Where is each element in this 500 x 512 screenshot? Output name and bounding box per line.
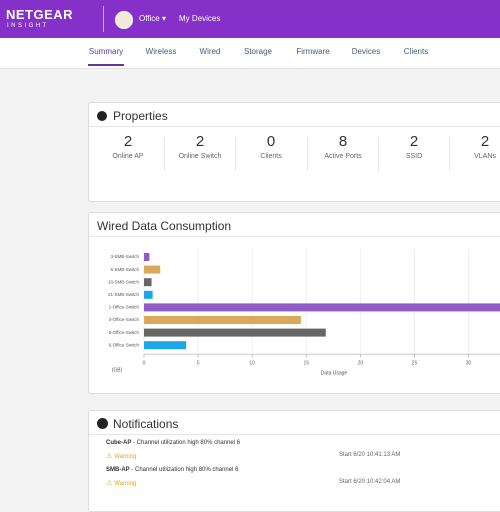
tab-bar: Summary Wireless Wired Storage Firmware Devic… bbox=[0, 38, 500, 69]
x-tick-label: 15 bbox=[303, 361, 309, 367]
tab[interactable]: Summary bbox=[88, 47, 124, 56]
stat-separator bbox=[164, 137, 165, 171]
device-name: SMB-AP bbox=[106, 467, 130, 473]
stat-label: VLANs bbox=[474, 153, 496, 160]
stat: 2 Online Switch bbox=[165, 133, 235, 160]
stat-separator bbox=[307, 137, 308, 171]
chart-card: Wired Data Consumption 0 5 10 15 20 25 30 3-SMB… bbox=[88, 212, 500, 394]
chart: 0 5 10 15 20 25 30 3-SMB-Switch 5-SMB-Switch 10-S… bbox=[108, 249, 500, 377]
card-title: Notifications bbox=[113, 417, 179, 431]
notification-message: - Channel utilization high 80% channel 6 bbox=[131, 467, 239, 473]
stat-value: 2 bbox=[409, 133, 419, 150]
notification-text: Cube-AP - Channel utilization high 80% c… bbox=[106, 440, 240, 446]
stat-separator bbox=[235, 137, 236, 171]
stat-value: 2 bbox=[480, 133, 490, 150]
device-name: Cube-AP bbox=[106, 440, 132, 446]
location: Office bbox=[139, 14, 160, 23]
stat: 2 SSID bbox=[379, 133, 449, 160]
x-tick-label: 30 bbox=[466, 361, 472, 367]
unit-label: (GB) bbox=[112, 368, 123, 374]
y-tick-label: 21-SMB-Switch bbox=[108, 292, 140, 297]
warning: ⚠ Warning bbox=[106, 452, 136, 460]
stat-label: Online AP bbox=[112, 153, 144, 160]
brand: NETGEAR bbox=[6, 7, 74, 22]
warning-level: Warning bbox=[114, 481, 137, 487]
card-title: Properties bbox=[113, 109, 168, 123]
warning: ⚠ Warning bbox=[106, 479, 136, 487]
bell-icon bbox=[97, 418, 108, 429]
stat-label: SSID bbox=[405, 153, 423, 160]
top-bar: NETGEAR INSIGHT Office ▾ My Devices bbox=[0, 0, 500, 38]
notification-message: - Channel utilization high 80% channel 6 bbox=[133, 440, 241, 446]
card-divider bbox=[89, 236, 500, 237]
bar bbox=[144, 328, 326, 337]
avatar bbox=[115, 11, 133, 29]
bar bbox=[144, 303, 500, 312]
tab[interactable]: Storage bbox=[243, 47, 273, 56]
y-tick-label: 6-Office-Switch bbox=[109, 342, 140, 347]
bar bbox=[144, 290, 153, 299]
y-tick-label: 5-SMB-Switch bbox=[110, 267, 139, 272]
properties-icon bbox=[97, 111, 107, 121]
tab[interactable]: Clients bbox=[403, 47, 429, 56]
x-axis-label: Data Usage bbox=[321, 371, 348, 377]
tab[interactable]: Wireless bbox=[145, 47, 177, 56]
stat: 2 VLANs bbox=[450, 133, 500, 160]
y-tick-label: 5-Office-Switch bbox=[109, 330, 140, 335]
location-select[interactable]: Office ▾ bbox=[139, 14, 166, 23]
x-tick-label: 20 bbox=[358, 361, 364, 367]
warning-level: Warning bbox=[114, 454, 137, 460]
bar bbox=[144, 278, 152, 287]
stat-label: Online Switch bbox=[178, 153, 222, 160]
card-title: Wired Data Consumption bbox=[97, 219, 232, 233]
bar bbox=[144, 253, 150, 261]
bar bbox=[144, 265, 161, 274]
stat-value: 2 bbox=[123, 133, 133, 150]
y-tick-label: 1-Office-Switch bbox=[109, 305, 140, 310]
card-divider bbox=[89, 126, 500, 127]
start-time: Start 6/20 10:41:13 AM bbox=[339, 452, 401, 458]
stat: 2 Online AP bbox=[93, 133, 163, 160]
y-tick-label: 3-SMB-Switch bbox=[110, 254, 139, 259]
x-tick-label: 0 bbox=[143, 361, 146, 367]
stat-separator bbox=[449, 137, 450, 171]
x-tick-label: 25 bbox=[412, 361, 418, 367]
tab[interactable]: Devices bbox=[351, 47, 381, 56]
stat-value: 8 bbox=[338, 133, 348, 150]
notifications-card: Notifications Cube-AP - Channel utilizat… bbox=[88, 410, 500, 512]
y-tick-label: 10-SMB-Switch bbox=[108, 279, 140, 284]
brand-sub: INSIGHT bbox=[7, 23, 49, 29]
warning-icon: ⚠ bbox=[106, 480, 115, 487]
stat-value: 0 bbox=[266, 133, 276, 150]
y-tick-label: 3-Office-Switch bbox=[109, 317, 140, 322]
card-divider bbox=[89, 434, 500, 435]
my-devices[interactable]: My Devices bbox=[179, 14, 221, 23]
stat-label: Clients bbox=[260, 153, 282, 160]
x-tick-label: 10 bbox=[249, 361, 255, 367]
tab[interactable]: Firmware bbox=[296, 47, 330, 56]
properties-card: Properties 2 Online AP 2 Online Switch 0 Clie… bbox=[88, 102, 500, 202]
x-tick-label: 5 bbox=[197, 361, 200, 367]
stat-value: 2 bbox=[195, 133, 205, 150]
stat-label: Active Ports bbox=[324, 153, 362, 160]
tab[interactable]: Wired bbox=[199, 47, 221, 56]
start-time: Start 6/20 10:42:04 AM bbox=[339, 479, 401, 485]
tab-underline bbox=[88, 64, 124, 66]
stat: 0 Clients bbox=[236, 133, 306, 160]
stat-separator bbox=[378, 137, 379, 171]
divider bbox=[103, 6, 104, 32]
bar bbox=[144, 341, 187, 350]
stat: 8 Active Ports bbox=[308, 133, 378, 160]
notification-text: SMB-AP - Channel utilization high 80% ch… bbox=[106, 467, 238, 473]
bar bbox=[144, 316, 301, 324]
warning-icon: ⚠ bbox=[106, 453, 115, 460]
